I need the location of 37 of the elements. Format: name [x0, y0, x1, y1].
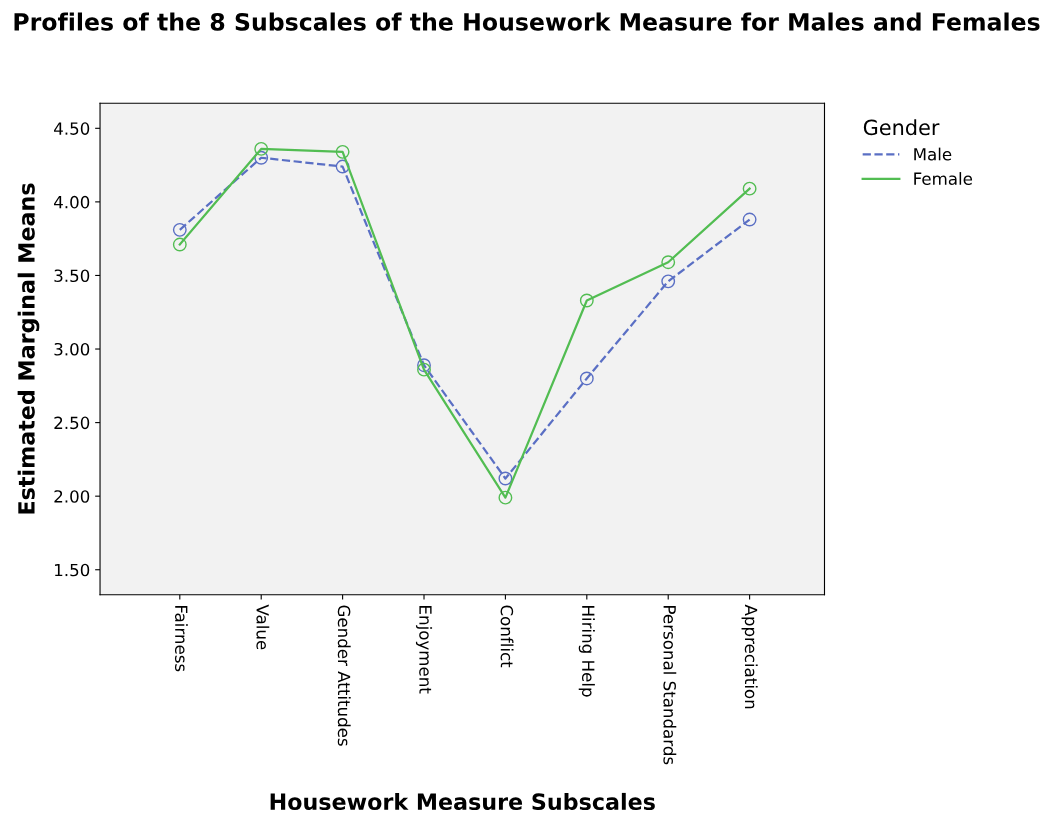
point	[661, 274, 676, 289]
x-tick-label: Gender Attitudes	[337, 605, 351, 746]
point	[417, 358, 431, 373]
y-tick-label: 4.50	[54, 122, 90, 135]
y-tick-label: 2.00	[54, 490, 90, 503]
x-axis-title: Housework Measure Subscales	[270, 792, 655, 811]
x-tick-label: Fairness	[174, 606, 188, 672]
point	[254, 141, 269, 156]
point	[742, 212, 757, 227]
point	[172, 237, 187, 252]
y-tick-label: 2.50	[54, 416, 90, 430]
legend-title: Gender	[863, 119, 940, 136]
point	[172, 222, 187, 237]
point	[498, 490, 513, 505]
point	[335, 144, 350, 159]
x-tick-label: Personal Standards	[663, 606, 677, 765]
y-tick-label: 3.00	[54, 342, 90, 356]
y-axis-title: Estimated Marginal Means	[17, 183, 40, 514]
legend-label: Male	[914, 147, 952, 161]
x-tick-label: Appreciation	[741, 604, 758, 709]
y-tick-label: 4.00	[54, 195, 90, 209]
legend-label: Female	[914, 172, 973, 185]
point	[579, 371, 594, 386]
point	[742, 181, 757, 196]
point	[254, 150, 269, 165]
x-tick-label: Conflict	[500, 605, 514, 668]
x-tick-label: Enjoyment	[415, 606, 433, 694]
y-tick-label: 3.50	[54, 269, 90, 283]
point	[417, 362, 431, 377]
x-tick-label: Value	[256, 604, 270, 650]
point	[579, 293, 594, 308]
chart-title: Profiles of the 8 Subscales of the Housework Measure for Males and Females	[14, 12, 1040, 31]
point	[661, 255, 676, 270]
point	[335, 159, 350, 174]
x-tick-label: Hiring Help	[578, 606, 595, 697]
point	[498, 471, 513, 486]
y-tick-label: 1.50	[55, 563, 90, 577]
